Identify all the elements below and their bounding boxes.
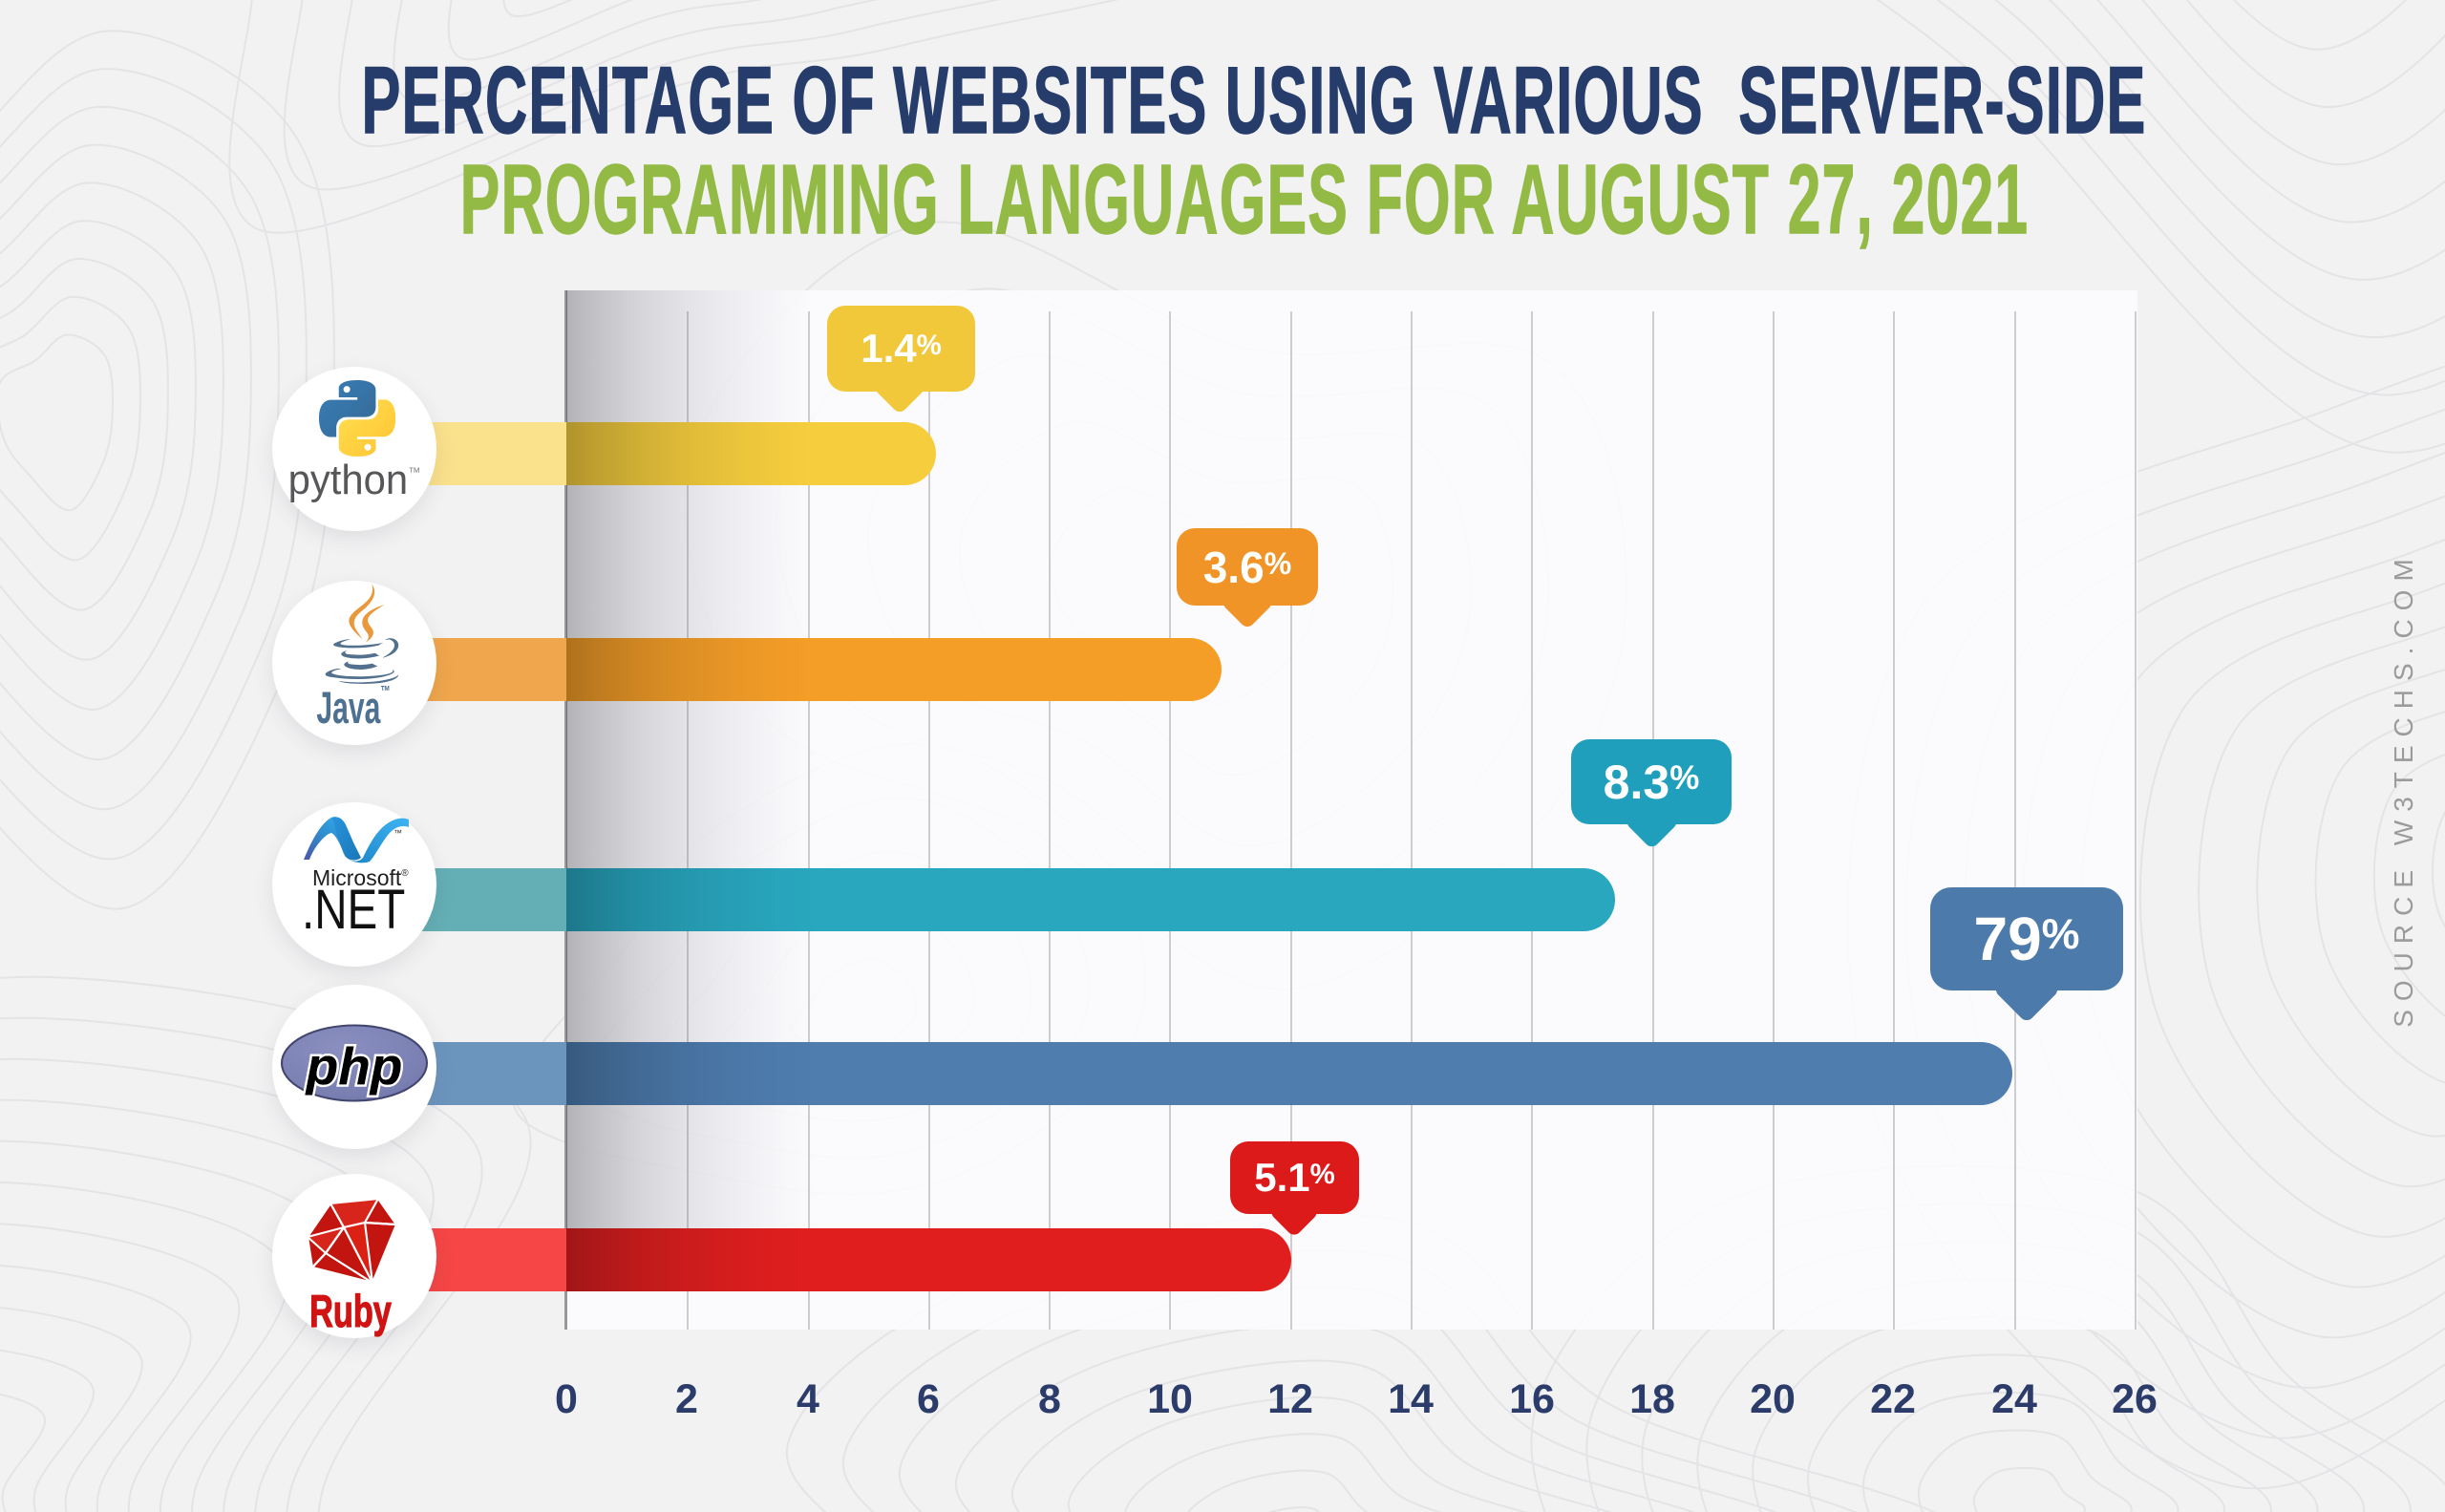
svg-text:™: ™ (393, 828, 402, 838)
